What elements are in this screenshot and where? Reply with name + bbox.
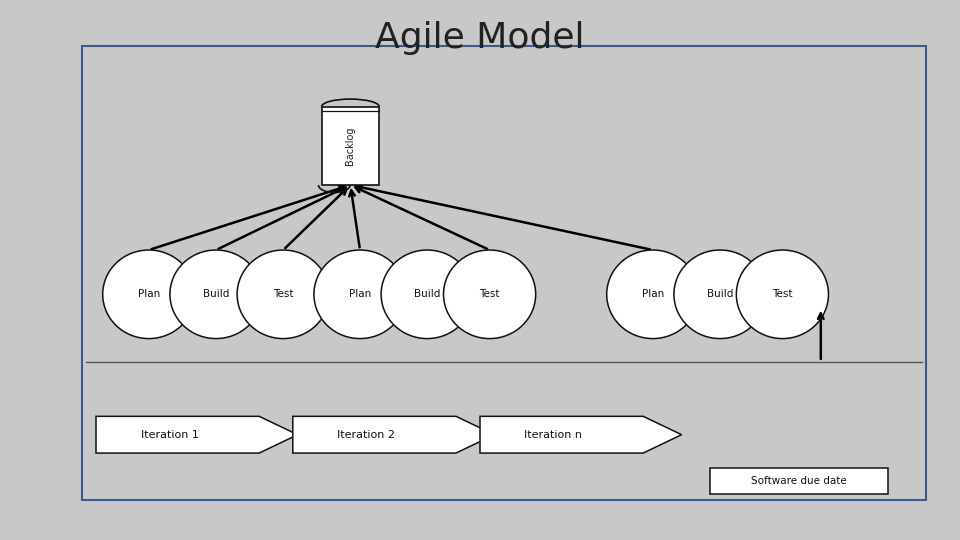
Text: Agile Model: Agile Model: [375, 21, 585, 55]
Text: Plan: Plan: [348, 289, 372, 299]
Polygon shape: [96, 416, 298, 453]
Text: Plan: Plan: [137, 289, 160, 299]
Ellipse shape: [607, 250, 699, 339]
Text: Iteration n: Iteration n: [524, 430, 583, 440]
Text: Test: Test: [479, 289, 500, 299]
Text: Iteration 2: Iteration 2: [337, 430, 396, 440]
Text: Test: Test: [772, 289, 793, 299]
Text: Software due date: Software due date: [752, 476, 847, 486]
Ellipse shape: [444, 250, 536, 339]
Text: Test: Test: [273, 289, 294, 299]
Text: Build: Build: [414, 289, 441, 299]
FancyBboxPatch shape: [710, 468, 888, 494]
Text: Iteration 1: Iteration 1: [140, 430, 199, 440]
Text: Backlog: Backlog: [346, 126, 355, 165]
Polygon shape: [293, 416, 494, 453]
Text: Build: Build: [707, 289, 733, 299]
Ellipse shape: [674, 250, 766, 339]
Text: Build: Build: [203, 289, 229, 299]
Ellipse shape: [237, 250, 329, 339]
Text: Plan: Plan: [641, 289, 664, 299]
Ellipse shape: [103, 250, 195, 339]
Ellipse shape: [381, 250, 473, 339]
Polygon shape: [480, 416, 682, 453]
Ellipse shape: [170, 250, 262, 339]
FancyBboxPatch shape: [322, 106, 379, 185]
Ellipse shape: [736, 250, 828, 339]
FancyBboxPatch shape: [82, 46, 926, 500]
Ellipse shape: [314, 250, 406, 339]
